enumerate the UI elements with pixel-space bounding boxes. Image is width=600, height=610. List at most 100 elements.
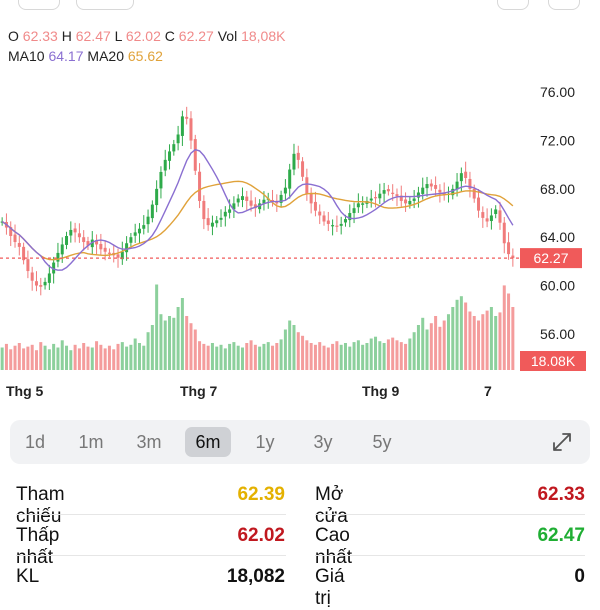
tab-3m[interactable]: 3m: [136, 432, 162, 452]
divider: [16, 514, 286, 515]
open-label: O: [8, 28, 19, 44]
tab-1m[interactable]: 1m: [78, 432, 104, 452]
candle: [489, 215, 493, 222]
x-tick-label: Thg 7: [180, 383, 218, 399]
candle: [198, 171, 202, 201]
x-tick-label: Thg 5: [6, 383, 44, 399]
candle: [228, 209, 232, 213]
tab-3y[interactable]: 3y: [313, 432, 333, 452]
candle: [425, 184, 429, 189]
volume-bar: [369, 338, 373, 370]
candle: [451, 188, 455, 196]
candle: [262, 199, 266, 204]
volume-bar: [223, 348, 227, 370]
current-price-label: 62.27: [533, 250, 568, 266]
price-chart[interactable]: 76.00 72.00 68.00 64.00 60.00 56.00 62.27 18.08…: [0, 0, 600, 410]
candle: [386, 189, 390, 192]
volume-bar: [180, 298, 184, 370]
volume-bar: [271, 345, 275, 370]
volume-tag: [520, 351, 586, 371]
volume-bar: [494, 316, 498, 370]
volume-bar: [442, 320, 446, 370]
candle: [210, 222, 214, 227]
volume-bar: [412, 332, 416, 370]
tab-5y[interactable]: 5y: [372, 432, 392, 452]
volume-bar: [446, 314, 450, 370]
volume-bar: [4, 343, 8, 370]
divider: [315, 555, 585, 556]
volume-bar: [275, 343, 279, 370]
volume-bar: [206, 345, 210, 370]
candle: [356, 203, 360, 208]
volume-bar: [210, 343, 214, 370]
close-value: 62.27: [178, 28, 214, 44]
candle: [232, 203, 236, 210]
volume-bar: [249, 340, 253, 370]
x-tick-label: Thg 9: [362, 383, 400, 399]
volume-bar: [172, 317, 176, 370]
tab-6m[interactable]: 6m: [185, 427, 231, 457]
volume-bar: [356, 340, 360, 370]
volume-bar: [155, 284, 159, 370]
volume-bar: [219, 344, 223, 370]
candle: [150, 204, 154, 219]
candle: [399, 195, 403, 201]
candle: [309, 193, 313, 204]
candle: [9, 227, 13, 236]
candle: [60, 244, 64, 255]
volume-bar: [13, 345, 17, 370]
top-controls: [0, 0, 600, 12]
gt-value: 0: [574, 566, 585, 587]
candle: [455, 181, 459, 190]
volume-bar: [120, 342, 124, 370]
candle: [485, 218, 489, 222]
volume-bar: [382, 343, 386, 370]
candle: [378, 193, 382, 199]
candle: [99, 243, 103, 250]
candle: [133, 232, 137, 236]
tab-1d[interactable]: 1d: [24, 432, 46, 452]
volume-bar: [266, 342, 270, 370]
volume-bar: [262, 343, 266, 370]
volume-bar: [99, 344, 103, 370]
volume-bar: [507, 293, 511, 370]
candle: [296, 152, 300, 160]
volume-bar: [116, 343, 120, 370]
expand-icon[interactable]: [550, 430, 574, 454]
candle: [185, 116, 189, 119]
volume-bar: [292, 325, 296, 370]
volume-bar: [352, 342, 356, 370]
volume-bar: [0, 347, 4, 370]
volume-bar: [296, 332, 300, 370]
candle: [159, 171, 163, 189]
y-tick-label: 72.00: [540, 133, 575, 149]
volume-bar: [386, 339, 390, 370]
volume-bar: [34, 350, 38, 370]
candle: [155, 188, 159, 206]
candle: [120, 251, 124, 260]
volume-bar: [331, 343, 335, 370]
candle: [421, 187, 425, 194]
candle: [464, 171, 468, 178]
candle: [343, 219, 347, 223]
candle: [189, 118, 193, 141]
vol-value: 18,08K: [241, 28, 286, 44]
candle: [129, 237, 133, 243]
volume-bar: [90, 347, 94, 370]
tab-1y[interactable]: 1y: [255, 432, 275, 452]
volume-bar: [374, 336, 378, 370]
ma20-value: 65.62: [127, 48, 163, 64]
candle: [374, 197, 378, 199]
volume-bar: [245, 343, 249, 370]
candle: [47, 273, 51, 283]
volume-bar: [168, 316, 172, 370]
candle: [125, 243, 129, 253]
candle: [253, 204, 257, 209]
candle: [301, 161, 305, 177]
volume-bar: [69, 350, 73, 370]
volume-bar: [451, 307, 455, 370]
candle: [271, 199, 275, 202]
volume-bar: [240, 347, 244, 370]
volume-bar: [361, 344, 365, 370]
candle: [404, 199, 408, 204]
